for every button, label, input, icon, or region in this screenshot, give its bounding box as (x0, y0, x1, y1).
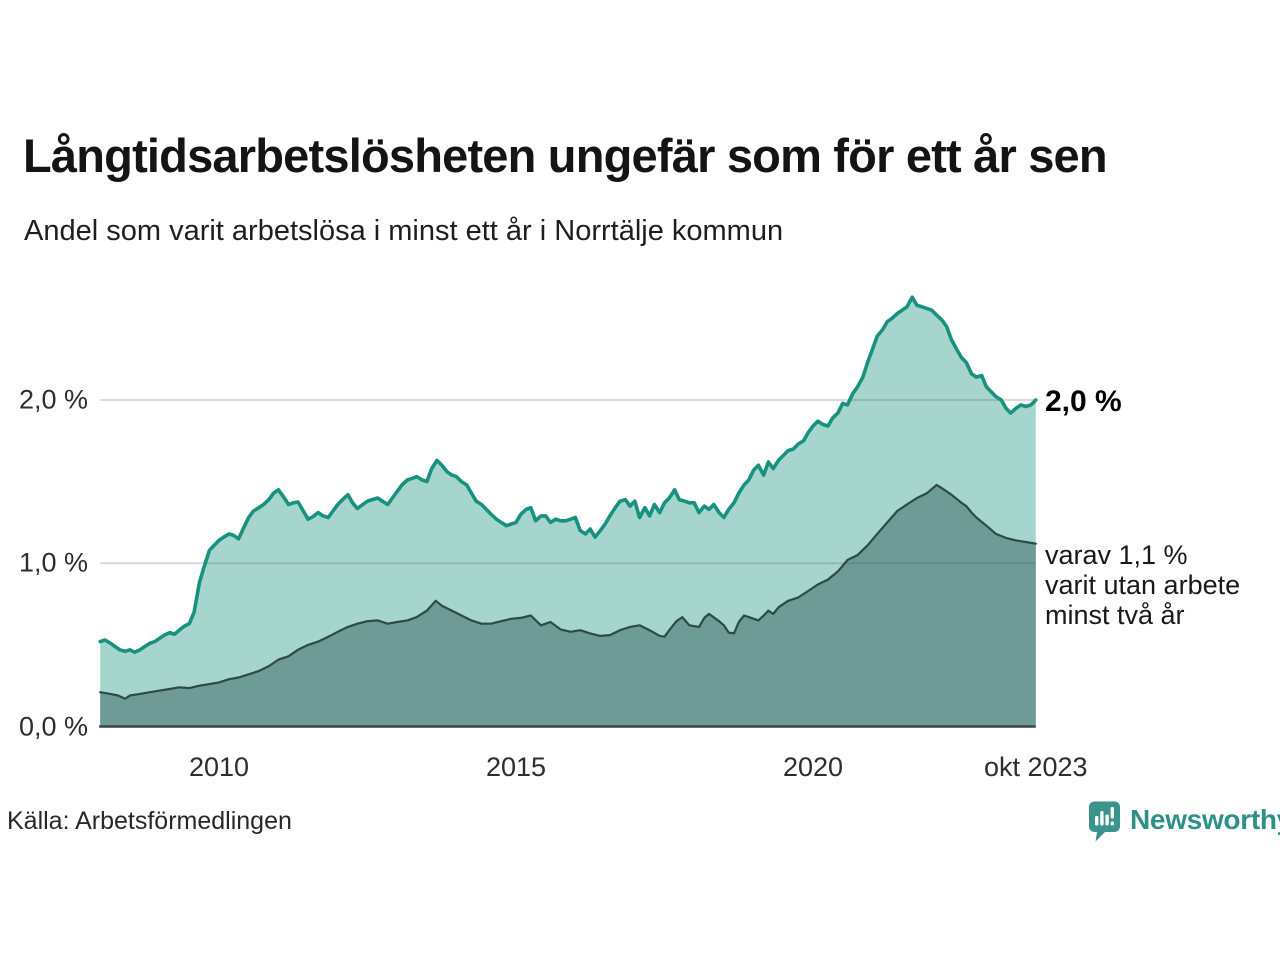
series-end-value-label: 2,0 % (1045, 385, 1122, 418)
source-credit: Källa: Arbetsförmedlingen (7, 807, 292, 835)
y-axis-tick-1: 1,0 % (18, 547, 88, 578)
x-axis-tick-okt-2023: okt 2023 (983, 752, 1088, 782)
x-axis-tick-2020: 2020 (782, 752, 844, 782)
page-subtitle: Andel som varit arbetslösa i minst ett å… (24, 215, 784, 247)
newsworthy-logo: Newsworthy (1088, 801, 1280, 842)
y-axis-tick-2: 2,0 % (18, 384, 88, 415)
x-axis-tick-2010: 2010 (188, 752, 250, 782)
series-annotation-note: varav 1,1 % varit utan arbete minst två … (1045, 540, 1240, 630)
annotation-line-2: varit utan arbete (1045, 570, 1241, 600)
newsworthy-logo-text: Newsworthy (1130, 804, 1280, 835)
y-axis-tick-0: 0,0 % (18, 711, 88, 741)
x-axis-tick-2015: 2015 (485, 752, 547, 782)
annotation-line-1: varav 1,1 % (1045, 540, 1188, 570)
page-title: Långtidsarbetslösheten ungefär som för e… (23, 129, 1108, 182)
newsworthy-bubble-chart-icon (1088, 801, 1121, 842)
annotation-line-3: minst två år (1045, 600, 1185, 630)
